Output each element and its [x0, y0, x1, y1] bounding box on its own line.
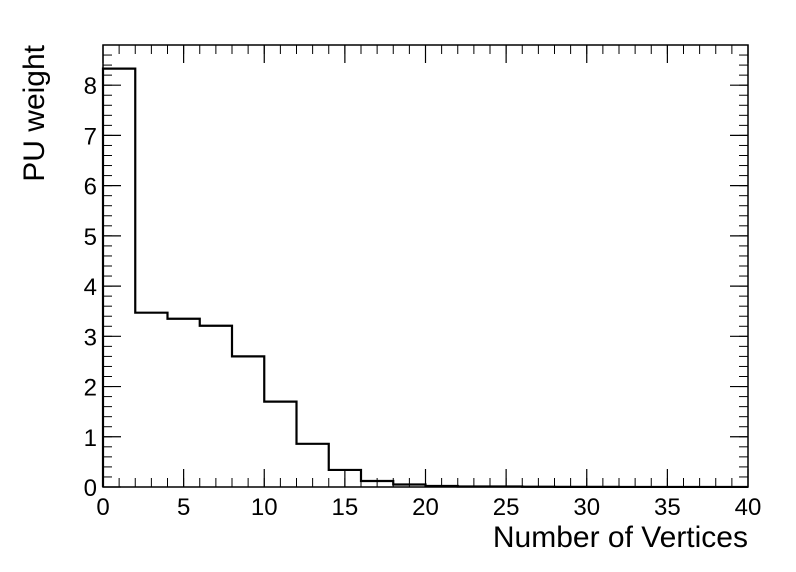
x-tick-label: 0 [96, 494, 109, 521]
major-ticks [102, 45, 749, 488]
x-tick-label: 35 [654, 494, 681, 521]
y-axis-title: PU weight [18, 44, 51, 181]
x-tick-label: 15 [332, 494, 359, 521]
x-tick-label: 20 [412, 494, 439, 521]
x-tick-labels: 0 5 10 15 20 25 30 35 40 [96, 494, 761, 521]
plot-frame [102, 44, 749, 488]
y-tick-label: 7 [84, 123, 97, 150]
y-tick-label: 5 [84, 224, 97, 251]
minor-ticks [102, 44, 749, 488]
y-tick-label: 3 [84, 324, 97, 351]
x-tick-label: 25 [493, 494, 520, 521]
histogram-line [101, 67, 748, 489]
x-tick-label: 30 [573, 494, 600, 521]
y-tick-label: 6 [84, 174, 97, 201]
y-tick-label: 8 [84, 73, 97, 100]
x-tick-label: 5 [177, 494, 190, 521]
x-axis-title: Number of Vertices [493, 521, 748, 554]
x-tick-label: 40 [735, 494, 762, 521]
y-tick-label: 4 [84, 274, 97, 301]
y-tick-label: 0 [84, 475, 97, 502]
x-tick-label: 10 [251, 494, 278, 521]
y-tick-label: 2 [84, 375, 97, 402]
y-tick-label: 1 [84, 425, 97, 452]
y-tick-labels: 0 1 2 3 4 5 6 7 8 [84, 73, 97, 502]
